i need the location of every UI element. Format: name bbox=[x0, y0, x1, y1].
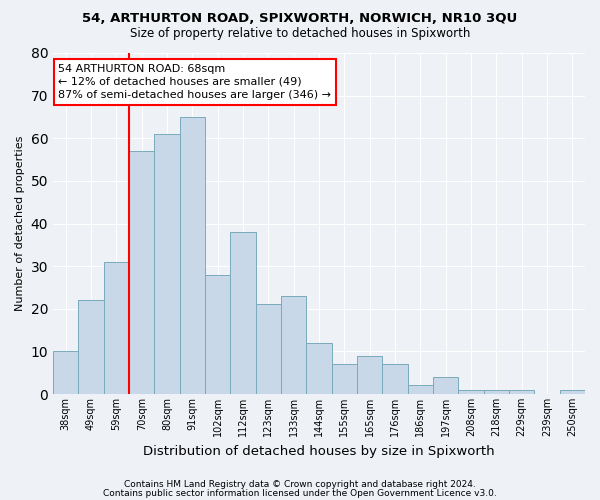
Bar bbox=[154, 134, 179, 394]
Bar bbox=[433, 377, 458, 394]
Text: 54, ARTHURTON ROAD, SPIXWORTH, NORWICH, NR10 3QU: 54, ARTHURTON ROAD, SPIXWORTH, NORWICH, … bbox=[82, 12, 518, 26]
Bar bbox=[104, 262, 129, 394]
Bar bbox=[458, 390, 484, 394]
Bar bbox=[382, 364, 407, 394]
Bar bbox=[560, 390, 585, 394]
Bar bbox=[53, 352, 79, 394]
Bar bbox=[179, 117, 205, 394]
Text: Size of property relative to detached houses in Spixworth: Size of property relative to detached ho… bbox=[130, 28, 470, 40]
Bar bbox=[332, 364, 357, 394]
Bar bbox=[484, 390, 509, 394]
Bar bbox=[307, 343, 332, 394]
Bar bbox=[509, 390, 535, 394]
Bar bbox=[281, 296, 307, 394]
Bar bbox=[205, 274, 230, 394]
Bar bbox=[407, 386, 433, 394]
Text: Contains public sector information licensed under the Open Government Licence v3: Contains public sector information licen… bbox=[103, 488, 497, 498]
Text: 54 ARTHURTON ROAD: 68sqm
← 12% of detached houses are smaller (49)
87% of semi-d: 54 ARTHURTON ROAD: 68sqm ← 12% of detach… bbox=[58, 64, 331, 100]
Text: Contains HM Land Registry data © Crown copyright and database right 2024.: Contains HM Land Registry data © Crown c… bbox=[124, 480, 476, 489]
Bar bbox=[357, 356, 382, 394]
Bar bbox=[256, 304, 281, 394]
Y-axis label: Number of detached properties: Number of detached properties bbox=[15, 136, 25, 311]
Bar bbox=[79, 300, 104, 394]
X-axis label: Distribution of detached houses by size in Spixworth: Distribution of detached houses by size … bbox=[143, 444, 495, 458]
Bar bbox=[230, 232, 256, 394]
Bar bbox=[129, 151, 154, 394]
